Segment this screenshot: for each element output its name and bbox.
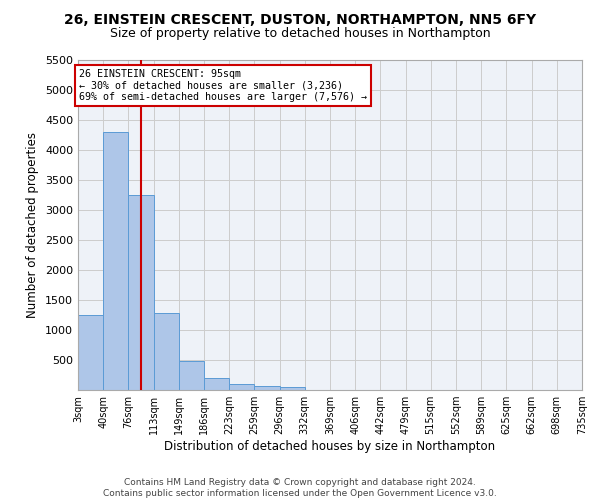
Bar: [78, 315, 103, 390]
Bar: [254, 386, 280, 390]
Bar: [103, 132, 128, 390]
X-axis label: Distribution of detached houses by size in Northampton: Distribution of detached houses by size …: [164, 440, 496, 453]
Text: 26 EINSTEIN CRESCENT: 95sqm
← 30% of detached houses are smaller (3,236)
69% of : 26 EINSTEIN CRESCENT: 95sqm ← 30% of det…: [79, 69, 367, 102]
Text: Contains HM Land Registry data © Crown copyright and database right 2024.
Contai: Contains HM Land Registry data © Crown c…: [103, 478, 497, 498]
Bar: [179, 361, 204, 390]
Bar: [154, 313, 179, 390]
Y-axis label: Number of detached properties: Number of detached properties: [26, 132, 40, 318]
Bar: [280, 387, 305, 390]
Text: Size of property relative to detached houses in Northampton: Size of property relative to detached ho…: [110, 28, 490, 40]
Bar: [128, 195, 154, 390]
Bar: [204, 378, 229, 390]
Text: 26, EINSTEIN CRESCENT, DUSTON, NORTHAMPTON, NN5 6FY: 26, EINSTEIN CRESCENT, DUSTON, NORTHAMPT…: [64, 12, 536, 26]
Bar: [229, 384, 254, 390]
